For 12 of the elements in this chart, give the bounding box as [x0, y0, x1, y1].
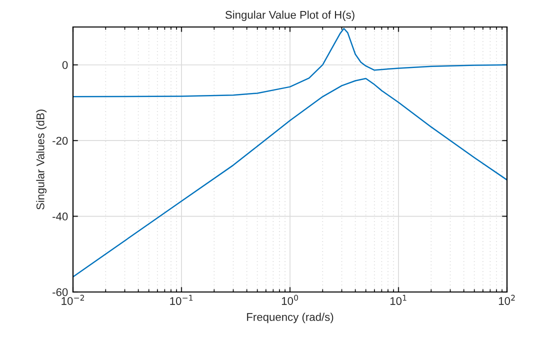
- x-tick-label: 10$^{−2}$: [62, 294, 84, 305]
- x-tick-label: 10$^{2}$: [498, 294, 515, 305]
- x-tick-label: 10$^{1}$: [390, 294, 406, 305]
- x-axis-title: Frequency (rad/s): [247, 312, 334, 324]
- y-tick-label: -40: [52, 212, 68, 220]
- x-tick-label: 10$^{−1}$: [170, 294, 193, 305]
- chart-title: Singular Value Plot of H(s): [225, 10, 354, 21]
- y-axis-title: Singular Values (dB): [36, 110, 47, 210]
- x-tick-label: 10$^{0}$: [282, 294, 298, 305]
- y-tick-label: 0: [62, 61, 68, 69]
- y-tick-label: -20: [52, 136, 68, 145]
- y-tick-label: -60: [52, 288, 68, 296]
